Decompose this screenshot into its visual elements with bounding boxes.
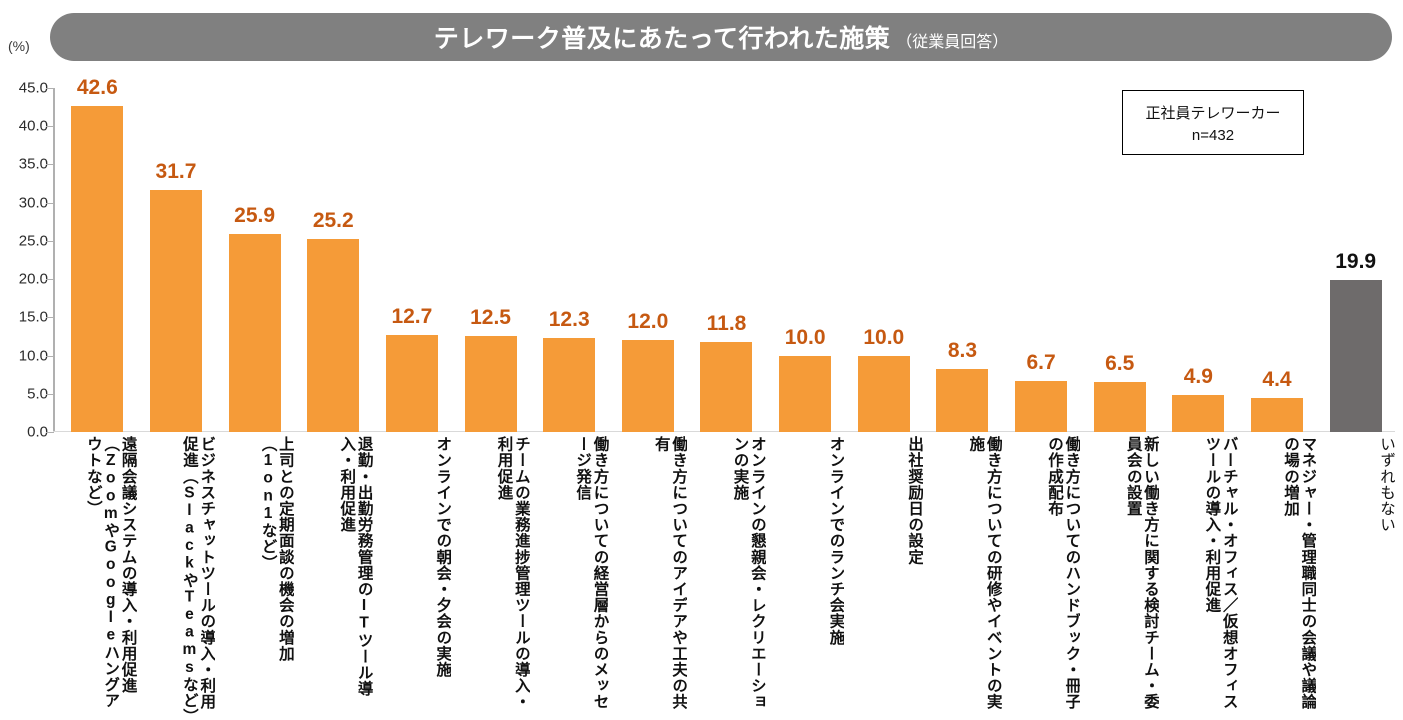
bar-value-label: 8.3 — [947, 338, 978, 362]
bar-slot: 4.4 — [1238, 88, 1317, 432]
bar-slot: 6.5 — [1080, 88, 1159, 432]
legend-box: 正社員テレワーカー n=432 — [1122, 90, 1304, 155]
y-axis-line — [53, 88, 55, 432]
category-label: 働き方についてのアイデアや工夫の共有 — [652, 436, 688, 710]
bar[interactable] — [1172, 394, 1225, 432]
legend-sample-size: n=432 — [1191, 126, 1235, 144]
category-label: ビジネスチャットツールの導入・利用促進（SlackやTeamsなど） — [180, 436, 216, 720]
y-axis-tick-label: 45.0 — [18, 79, 48, 97]
y-axis-tick-label: 40.0 — [18, 117, 48, 135]
category-label: オンラインの懇親会・レクリエーションの実施 — [731, 436, 766, 710]
bar-slot: 6.7 — [1002, 88, 1081, 432]
bar[interactable] — [149, 189, 202, 432]
bar[interactable] — [543, 337, 596, 432]
bar-chart-plot-area: 42.6 31.7 25.9 25.2 12.7 12.5 12.3 12.0 11.8 10.0… — [58, 77, 1395, 432]
y-axis-unit-label: (%) — [8, 38, 30, 54]
category-label: 働き方についてのハンドブック・冊子の作成配布 — [1046, 436, 1081, 710]
bar-value-label: 42.6 — [76, 76, 118, 100]
bar[interactable] — [1015, 380, 1068, 432]
category-label: 退勤・出勤労務管理のITツール導入・利用促進 — [338, 436, 373, 697]
y-axis-tick-label: 0.0 — [27, 423, 48, 441]
bar[interactable] — [1093, 382, 1146, 432]
y-axis-tick-mark — [46, 317, 54, 319]
chart-title-banner: テレワーク普及にあたって行われた施策 （従業員回答） — [50, 13, 1392, 61]
page-subtitle: （従業員回答） — [896, 33, 1009, 51]
category-label: 遠隔会議システムの導入・利用促進（ZoomやGoogleハングアウトなど） — [84, 436, 137, 709]
bar[interactable] — [464, 336, 517, 432]
bar-value-label: 25.9 — [234, 204, 276, 228]
legend-title: 正社員テレワーカー — [1145, 104, 1281, 122]
bar-slot: 19.9 — [1316, 88, 1395, 432]
bar[interactable] — [1251, 398, 1304, 432]
category-label: 新しい働き方に関する検討チーム・委員会の設置 — [1124, 436, 1160, 710]
bar-value-label: 10.0 — [863, 325, 905, 349]
y-axis-tick-mark — [46, 432, 54, 433]
bar-value-label: 10.0 — [784, 325, 826, 349]
y-axis-tick-label: 20.0 — [18, 270, 48, 288]
y-axis-tick-mark — [46, 355, 54, 357]
bar[interactable] — [779, 355, 832, 432]
category-label: オンラインでの朝会・夕会の実施 — [434, 436, 452, 678]
bar[interactable] — [936, 368, 989, 432]
bar-slot: 10.0 — [766, 88, 845, 432]
page-title: テレワーク普及にあたって行われた施策 — [433, 25, 891, 53]
category-label: バーチャル・オフィス／仮想オフィスツールの導入・利用促進 — [1203, 436, 1238, 710]
y-axis-tick-mark — [46, 126, 54, 128]
bar[interactable] — [1329, 279, 1382, 432]
bar-slot: 8.3 — [923, 88, 1002, 432]
bar-value-label: 4.9 — [1183, 364, 1213, 388]
category-label: 働き方についての研修やイベントの実施 — [967, 436, 1002, 710]
bar[interactable] — [621, 340, 674, 432]
y-axis-tick-mark — [46, 202, 54, 204]
bar-slot: 11.8 — [687, 88, 766, 432]
category-label: オンラインでのランチ会実施 — [827, 436, 845, 646]
category-label: いずれもない — [1377, 436, 1395, 533]
bar[interactable] — [307, 239, 360, 432]
bar-value-label: 6.5 — [1105, 352, 1135, 376]
bar[interactable] — [857, 355, 910, 432]
category-label: 働き方についての経営層からのメッセージ発信 — [574, 436, 609, 710]
y-axis-tick-label: 25.0 — [18, 232, 48, 250]
bar-slot: 42.6 — [58, 77, 137, 432]
category-label: 出社奨励日の設定 — [906, 436, 924, 565]
y-axis-tick-mark — [46, 279, 54, 281]
bar-value-label: 11.8 — [706, 311, 747, 335]
category-label: チームの業務進捗管理ツールの導入・利用促進 — [495, 436, 530, 710]
y-axis-tick-mark — [46, 88, 54, 89]
bar-value-label: 4.4 — [1262, 368, 1292, 392]
y-axis-tick-label: 15.0 — [18, 308, 48, 326]
bar-slot: 4.9 — [1159, 88, 1238, 432]
bar-slot: 25.2 — [294, 88, 373, 432]
bar-value-label: 12.3 — [548, 307, 590, 331]
category-label: 上司との定期面談の機会の増加（1on1など） — [259, 436, 294, 662]
y-axis-tick-label: 30.0 — [18, 194, 48, 212]
bar-slot: 12.0 — [609, 88, 688, 432]
bar-value-label: 25.2 — [312, 209, 354, 233]
bar[interactable] — [385, 334, 438, 432]
bar[interactable] — [228, 234, 281, 432]
bar-slot: 31.7 — [137, 88, 216, 432]
bar-slot: 25.9 — [215, 88, 294, 432]
y-axis-tick-mark — [46, 393, 54, 395]
bar[interactable] — [71, 106, 124, 432]
bar-value-label: 19.9 — [1335, 249, 1377, 273]
bar-value-label: 12.0 — [627, 310, 669, 334]
x-axis-category-labels: 遠隔会議システムの導入・利用促進（ZoomやGoogleハングアウトなど） ビジネ… — [58, 436, 1395, 720]
y-axis-tick-label: 5.0 — [27, 385, 48, 403]
bar-value-label: 31.7 — [155, 159, 197, 183]
bar-slot: 10.0 — [844, 88, 923, 432]
bar-value-label: 12.7 — [391, 304, 433, 328]
y-axis-tick-mark — [46, 240, 54, 242]
bar-slot: 12.3 — [530, 88, 609, 432]
bar[interactable] — [700, 341, 753, 432]
category-label: マネジャー・管理職同士の会議や議論の場の増加 — [1281, 436, 1317, 710]
bar-slot: 12.7 — [373, 88, 452, 432]
bar-value-label: 12.5 — [470, 306, 511, 330]
y-axis-tick-mark — [46, 164, 54, 166]
bar-value-label: 6.7 — [1026, 350, 1056, 374]
y-axis-tick-label: 10.0 — [18, 347, 48, 365]
bar-slot: 12.5 — [451, 88, 530, 432]
y-axis-tick-label: 35.0 — [18, 155, 48, 173]
